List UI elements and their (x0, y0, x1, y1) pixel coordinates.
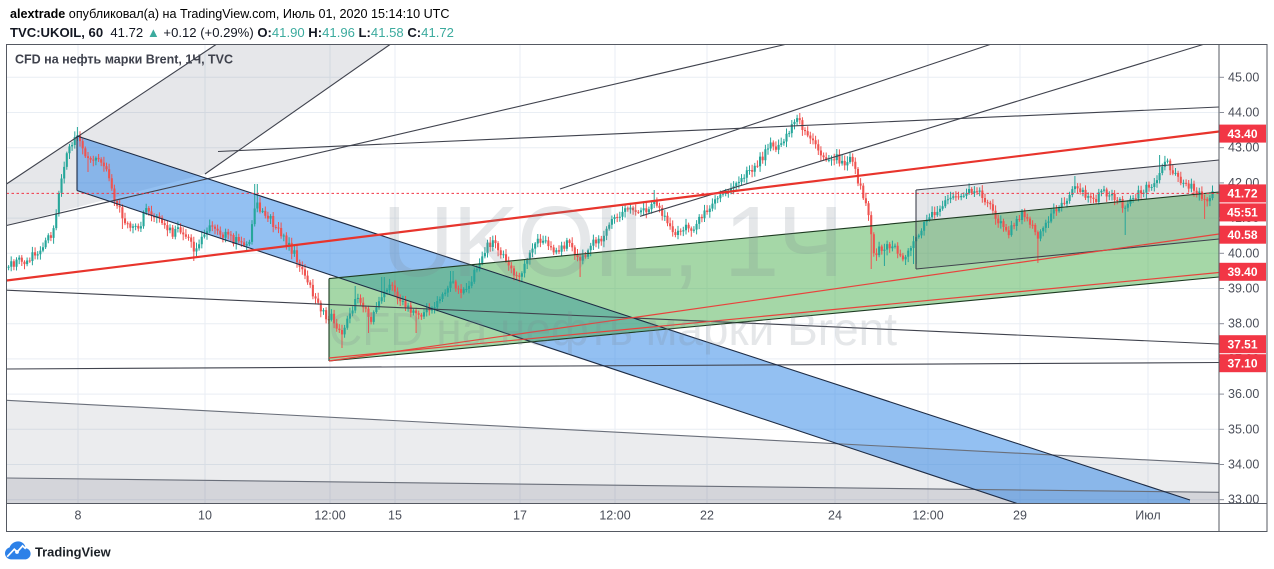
svg-text:24: 24 (828, 509, 842, 523)
svg-text:45:51: 45:51 (1227, 206, 1258, 220)
svg-text:40.00: 40.00 (1228, 246, 1259, 260)
svg-text:40.58: 40.58 (1227, 228, 1257, 242)
svg-text:38.00: 38.00 (1228, 317, 1259, 331)
svg-text:UKOIL, 1Ч: UKOIL, 1Ч (382, 186, 842, 298)
svg-text:CFD на нефть марки Brent, 1Ч,: CFD на нефть марки Brent, 1Ч, TVC (15, 53, 233, 67)
svg-text:35.00: 35.00 (1228, 422, 1259, 436)
svg-text:36.00: 36.00 (1228, 387, 1259, 401)
svg-text:12:00: 12:00 (912, 509, 943, 523)
svg-text:12:00: 12:00 (599, 509, 630, 523)
svg-text:CFD на нефть марки Brent: CFD на нефть марки Brent (329, 303, 897, 355)
svg-text:15: 15 (388, 509, 402, 523)
svg-text:39.00: 39.00 (1228, 282, 1259, 296)
svg-text:29: 29 (1013, 509, 1027, 523)
svg-text:8: 8 (75, 509, 82, 523)
svg-text:TradingView: TradingView (35, 545, 112, 560)
svg-text:43.40: 43.40 (1227, 127, 1257, 141)
svg-text:17: 17 (513, 509, 527, 523)
svg-text:44.00: 44.00 (1228, 106, 1259, 120)
svg-text:34.00: 34.00 (1228, 458, 1259, 472)
svg-text:37.10: 37.10 (1227, 356, 1257, 370)
svg-text:45.00: 45.00 (1228, 70, 1259, 84)
svg-text:Июл: Июл (1135, 509, 1160, 523)
svg-text:43.00: 43.00 (1228, 141, 1259, 155)
svg-text:41.72: 41.72 (1227, 187, 1257, 201)
svg-text:37.51: 37.51 (1227, 337, 1257, 351)
svg-text:12:00: 12:00 (314, 509, 345, 523)
svg-text:10: 10 (198, 509, 212, 523)
svg-text:33.00: 33.00 (1228, 493, 1259, 507)
svg-text:22: 22 (700, 509, 714, 523)
svg-text:39.40: 39.40 (1227, 265, 1257, 279)
